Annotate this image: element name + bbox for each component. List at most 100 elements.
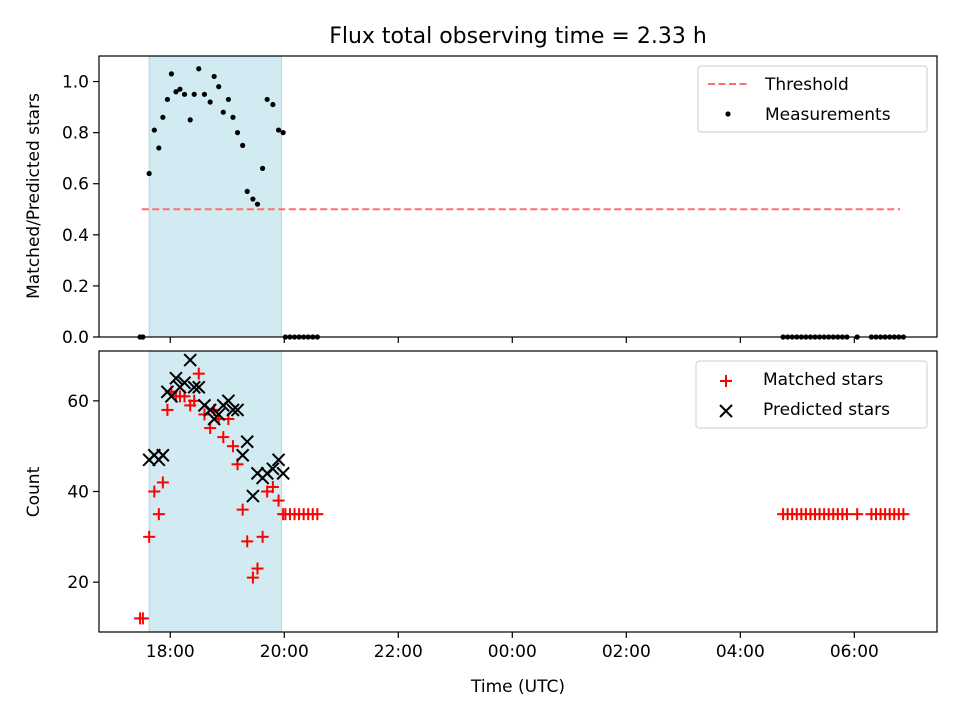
- measurements-point: [156, 145, 162, 151]
- predicted-stars-point: [169, 371, 183, 385]
- matched-stars-point: [152, 508, 165, 521]
- matched-stars-point: [136, 612, 149, 625]
- bottom-x-tick-label: 00:00: [488, 642, 537, 662]
- measurements-point: [177, 86, 183, 92]
- measurements-point: [207, 99, 213, 105]
- bottom-panel: 20 40 60 18:00 20:00 22:00 00:00 02:00 04:00 06:0…: [24, 350, 938, 697]
- bottom-x-tick-label: 06:00: [830, 642, 879, 662]
- measurements-point: [234, 130, 241, 136]
- bottom-y-tick-label: 60: [67, 392, 89, 412]
- matched-stars-point: [311, 508, 324, 521]
- predicted-stars-point: [192, 380, 206, 394]
- predicted-stars-point: [156, 448, 170, 462]
- matched-stars-point: [256, 530, 269, 543]
- predicted-stars-point: [246, 489, 260, 503]
- bottom-x-tick-label: 04:00: [716, 642, 765, 662]
- threshold-legend-label: Threshold: [764, 75, 849, 95]
- measurements-point: [151, 127, 157, 133]
- measurements-point: [240, 142, 246, 149]
- bottom-y-tick-label: 20: [67, 573, 89, 593]
- measurements-legend-label: Measurements: [765, 105, 891, 125]
- matched-stars-point: [192, 367, 205, 380]
- matched-stars-point: [148, 485, 161, 498]
- measurements-point: [254, 201, 261, 207]
- matched-stars-point: [272, 494, 285, 507]
- measurements-point: [230, 114, 236, 120]
- matched-stars-point: [156, 476, 169, 489]
- matched-stars-point: [251, 562, 264, 575]
- measurements-point: [220, 109, 226, 115]
- predicted-stars-legend-swatch: [719, 404, 733, 418]
- matched-stars-legend-swatch: [720, 375, 732, 387]
- measurements-point: [225, 96, 232, 103]
- matched-stars-point: [840, 508, 853, 521]
- matched-stars-point: [217, 431, 230, 444]
- predicted-stars-point: [177, 376, 192, 390]
- measurements-point: [196, 66, 202, 72]
- measurements-point: [250, 196, 256, 202]
- top-observing-span: [148, 55, 282, 338]
- predicted-stars-legend-label: Predicted stars: [763, 400, 890, 420]
- bottom-x-tick-label: 02:00: [602, 642, 651, 662]
- matched-stars-point: [897, 508, 910, 521]
- bottom-legend-box: [695, 360, 928, 429]
- predicted-stars-point: [240, 434, 254, 449]
- predicted-stars-point: [183, 353, 197, 367]
- measurements-point: [160, 114, 166, 120]
- bottom-x-tick-label: 22:00: [374, 642, 423, 662]
- predicted-stars-point: [212, 407, 226, 422]
- measurements-point: [187, 117, 193, 123]
- measurements-point: [168, 71, 174, 77]
- measurements-legend-swatch: [725, 111, 731, 117]
- top-y-tick-label: 0.6: [62, 175, 89, 195]
- measurements-point: [191, 91, 197, 97]
- measurements-point: [244, 188, 250, 194]
- chart-title: Flux total observing time = 2.33 h: [329, 24, 707, 49]
- bottom-y-axis-label: Count: [24, 466, 44, 517]
- bottom-plot-area: 20 40 60 18:00 20:00 22:00 00:00 02:00 04:00 06:0…: [67, 350, 938, 662]
- matched-stars-point: [241, 535, 254, 548]
- predicted-stars-point: [266, 462, 280, 476]
- top-y-axis-label: Matched/Predicted stars: [24, 93, 44, 299]
- predicted-stars-point: [230, 403, 245, 417]
- top-y-tick-label: 0.4: [62, 226, 89, 246]
- bottom-legend: Matched stars Predicted stars: [695, 360, 928, 429]
- measurements-point: [270, 101, 276, 108]
- matched-stars-point: [851, 508, 864, 521]
- top-axes-frame: [98, 55, 938, 338]
- bottom-x-tick-label: 20:00: [260, 642, 309, 662]
- measurements-point: [173, 89, 179, 95]
- top-y-tick-label: 0.2: [62, 277, 89, 297]
- matched-stars-point: [246, 571, 259, 584]
- measurements-point: [216, 84, 222, 90]
- predicted-stars-point: [276, 466, 290, 481]
- measurements-point: [280, 130, 286, 136]
- top-legend-box: [697, 65, 928, 133]
- matched-stars-point: [161, 403, 174, 416]
- predicted-stars-point: [226, 403, 240, 417]
- matched-stars-legend-label: Matched stars: [763, 370, 883, 390]
- measurements-point: [275, 127, 282, 133]
- bottom-y-tick-label: 40: [67, 483, 89, 503]
- matched-stars-point: [266, 480, 279, 493]
- measurements-point: [181, 91, 188, 97]
- top-legend: Threshold Measurements: [697, 65, 928, 133]
- measurements-point: [264, 96, 270, 103]
- predicted-stars-point: [187, 380, 201, 394]
- top-plot-area: 0.0 0.2 0.4 0.6 0.8 1.0: [62, 55, 938, 348]
- top-panel: 0.0 0.2 0.4 0.6 0.8 1.0 Matched/Predicted sta…: [24, 55, 938, 348]
- predicted-stars-point: [271, 453, 286, 467]
- x-axis-label: Time (UTC): [470, 677, 565, 697]
- bottom-x-tick-label: 18:00: [146, 642, 195, 662]
- matched-stars-point: [236, 503, 249, 516]
- top-y-tick-label: 1.0: [62, 73, 89, 93]
- predicted-stars-point: [235, 448, 250, 462]
- top-y-tick-label: 0.8: [62, 124, 89, 144]
- measurements-point: [260, 165, 266, 171]
- measurements-point: [211, 73, 217, 80]
- measurements-point: [146, 170, 152, 177]
- matched-stars-point: [143, 530, 156, 543]
- matched-stars-point: [188, 394, 201, 407]
- measurements-point: [164, 96, 171, 103]
